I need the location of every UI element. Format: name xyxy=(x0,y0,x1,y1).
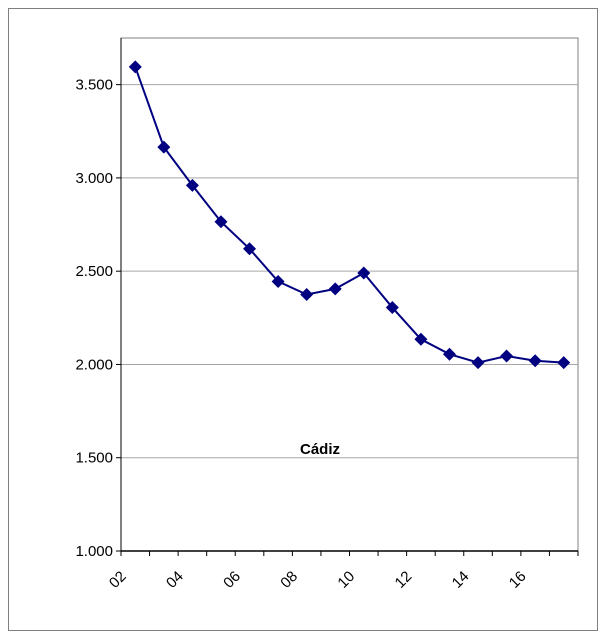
data-point-marker xyxy=(300,288,314,301)
x-tick-label: 02 xyxy=(106,568,130,592)
series-layer xyxy=(128,60,571,370)
data-point-marker xyxy=(328,282,342,296)
x-tick-label: 16 xyxy=(506,568,530,592)
y-tick-label: 1.000 xyxy=(75,543,113,560)
x-tick-label: 12 xyxy=(392,568,416,592)
y-tick-label: 3.000 xyxy=(75,170,113,187)
data-point-marker xyxy=(414,332,428,346)
y-tick-label: 2.000 xyxy=(75,356,113,373)
data-point-marker xyxy=(442,347,456,361)
data-point-marker xyxy=(185,178,199,192)
data-point-marker xyxy=(157,140,171,154)
series-line xyxy=(134,66,564,364)
data-point-marker xyxy=(214,215,228,229)
x-tick-label: 06 xyxy=(220,568,244,592)
x-tick-label: 10 xyxy=(334,568,358,592)
x-tick-label: 08 xyxy=(277,568,301,592)
chart-title: Cádiz xyxy=(300,441,340,458)
data-point-marker xyxy=(357,266,371,280)
data-point-marker xyxy=(128,60,142,74)
gridlines xyxy=(121,84,578,459)
data-point-marker xyxy=(271,274,285,288)
y-tick-label: 2.500 xyxy=(75,263,113,280)
y-tick-label: 1.500 xyxy=(75,450,113,467)
y-tick-label: 3.500 xyxy=(75,77,113,94)
data-point-marker xyxy=(385,301,399,315)
data-point-marker xyxy=(500,349,514,363)
plot-area xyxy=(120,37,579,552)
data-point-marker xyxy=(243,242,257,256)
x-tick-label: 14 xyxy=(449,568,473,592)
x-tick-label: 04 xyxy=(163,568,187,592)
data-point-marker xyxy=(471,356,485,370)
data-point-marker xyxy=(557,356,571,370)
data-point-marker xyxy=(528,354,542,368)
